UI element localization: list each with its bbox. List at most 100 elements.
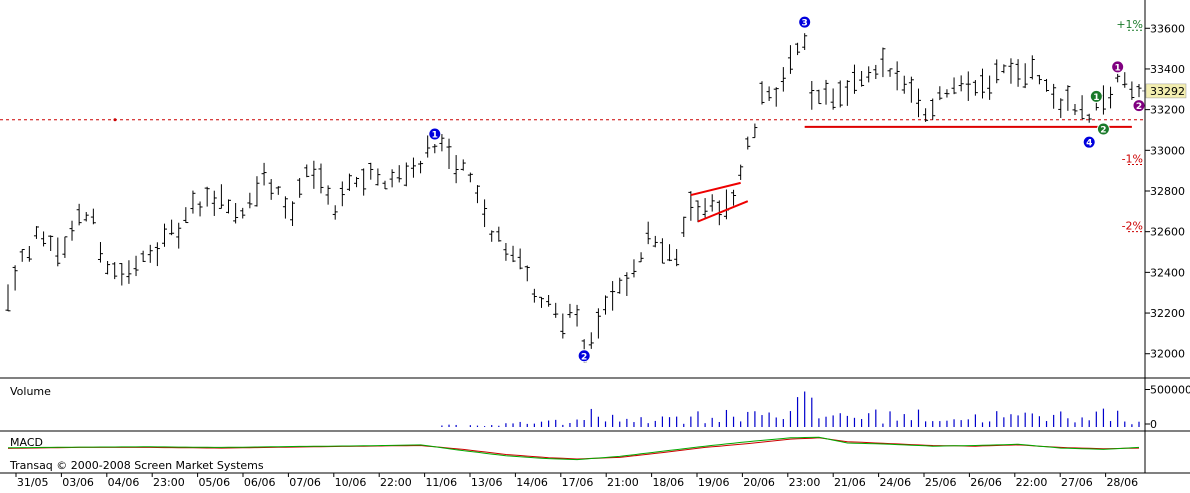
price-bar[interactable] <box>190 190 196 214</box>
price-bar[interactable] <box>432 143 438 154</box>
price-bar[interactable] <box>603 295 609 315</box>
price-bar[interactable] <box>745 136 751 150</box>
price-bar[interactable] <box>176 222 182 249</box>
price-bar[interactable] <box>226 199 232 214</box>
price-bar[interactable] <box>972 80 978 96</box>
price-bar[interactable] <box>823 79 829 105</box>
price-bar[interactable] <box>55 237 61 267</box>
price-bar[interactable] <box>325 185 331 205</box>
price-bar[interactable] <box>965 71 971 101</box>
price-bar[interactable] <box>346 173 352 191</box>
price-bar[interactable] <box>332 205 338 220</box>
price-bar[interactable] <box>510 245 516 263</box>
price-bar[interactable] <box>1022 63 1028 89</box>
price-bar[interactable] <box>681 216 687 237</box>
price-bar[interactable] <box>275 186 281 195</box>
price-bar[interactable] <box>560 313 566 339</box>
price-bar[interactable] <box>830 88 836 110</box>
price-bar[interactable] <box>816 89 822 105</box>
price-bar[interactable] <box>474 185 480 204</box>
price-bar[interactable] <box>240 207 246 219</box>
price-bar[interactable] <box>1044 78 1050 92</box>
price-bar[interactable] <box>247 192 253 209</box>
price-bar[interactable] <box>674 249 680 267</box>
price-bar[interactable] <box>339 181 345 207</box>
price-bar[interactable] <box>595 308 601 339</box>
price-bar[interactable] <box>233 203 239 224</box>
price-bar[interactable] <box>731 189 737 206</box>
price-bar[interactable] <box>574 304 580 327</box>
price-bar[interactable] <box>97 242 103 263</box>
price-bar[interactable] <box>780 67 786 92</box>
price-bar[interactable] <box>937 86 943 101</box>
price-bar[interactable] <box>1115 73 1121 83</box>
price-bar[interactable] <box>268 179 274 200</box>
price-bar[interactable] <box>211 190 217 216</box>
price-bar[interactable] <box>69 220 75 241</box>
price-bar[interactable] <box>844 80 850 106</box>
price-bar[interactable] <box>1086 113 1092 123</box>
price-bar[interactable] <box>425 135 431 158</box>
price-bar[interactable] <box>354 176 360 188</box>
price-bar[interactable] <box>169 219 175 236</box>
price-bar[interactable] <box>645 221 651 245</box>
price-bar[interactable] <box>1008 58 1014 84</box>
price-bar[interactable] <box>261 162 267 186</box>
price-bar[interactable] <box>62 236 68 258</box>
price-bar[interactable] <box>894 61 900 91</box>
price-bar[interactable] <box>76 203 82 226</box>
price-bar[interactable] <box>859 70 865 87</box>
price-bar[interactable] <box>197 201 203 217</box>
price-panel[interactable]: 32000 32200 32400 32600 32800 33000 33200 33400… <box>0 15 1187 363</box>
wave-marker[interactable]: 4 <box>1082 135 1096 149</box>
price-bar[interactable] <box>403 162 409 187</box>
price-bar[interactable] <box>418 160 424 174</box>
price-bar[interactable] <box>446 138 452 169</box>
price-bar[interactable] <box>795 42 801 56</box>
price-bar[interactable] <box>517 248 523 270</box>
price-bar[interactable] <box>389 169 395 188</box>
price-bar[interactable] <box>1136 83 1142 98</box>
price-bar[interactable] <box>467 172 473 183</box>
price-bar[interactable] <box>218 184 224 209</box>
price-bar[interactable] <box>5 284 11 312</box>
price-bar[interactable] <box>361 168 367 196</box>
price-bar[interactable] <box>133 255 139 277</box>
price-bar[interactable] <box>880 47 886 78</box>
price-bar[interactable] <box>83 212 89 222</box>
price-bar[interactable] <box>290 201 296 227</box>
price-bar[interactable] <box>26 245 32 262</box>
price-bar[interactable] <box>624 272 630 296</box>
price-bar[interactable] <box>1029 55 1035 80</box>
price-bar[interactable] <box>318 163 324 194</box>
price-bar[interactable] <box>787 45 793 74</box>
price-bar[interactable] <box>837 80 843 108</box>
price-bar[interactable] <box>901 75 907 94</box>
price-bar[interactable] <box>12 265 18 291</box>
price-bar[interactable] <box>140 250 146 262</box>
price-bar[interactable] <box>126 260 132 284</box>
price-bar[interactable] <box>482 199 488 228</box>
price-bar[interactable] <box>809 81 815 110</box>
price-bar[interactable] <box>930 98 936 120</box>
price-bar[interactable] <box>254 176 260 207</box>
price-bar[interactable] <box>1036 74 1042 85</box>
price-bar[interactable] <box>396 165 402 183</box>
volume-panel[interactable]: Volume 500000 0 <box>10 384 1190 432</box>
price-bar[interactable] <box>1065 85 1071 111</box>
price-bar[interactable] <box>951 77 957 95</box>
price-bar[interactable] <box>667 244 673 262</box>
wave-marker[interactable]: 2 <box>1132 99 1146 113</box>
price-bar[interactable] <box>282 196 288 219</box>
price-bar[interactable] <box>496 226 502 242</box>
price-bar[interactable] <box>659 238 665 264</box>
price-bar[interactable] <box>866 66 872 83</box>
price-bar[interactable] <box>958 75 964 92</box>
price-bar[interactable] <box>944 89 950 98</box>
price-bar[interactable] <box>873 64 879 79</box>
price-bar[interactable] <box>980 68 986 99</box>
price-bar[interactable] <box>610 281 616 311</box>
price-bar[interactable] <box>410 157 416 178</box>
price-bar[interactable] <box>204 186 210 207</box>
